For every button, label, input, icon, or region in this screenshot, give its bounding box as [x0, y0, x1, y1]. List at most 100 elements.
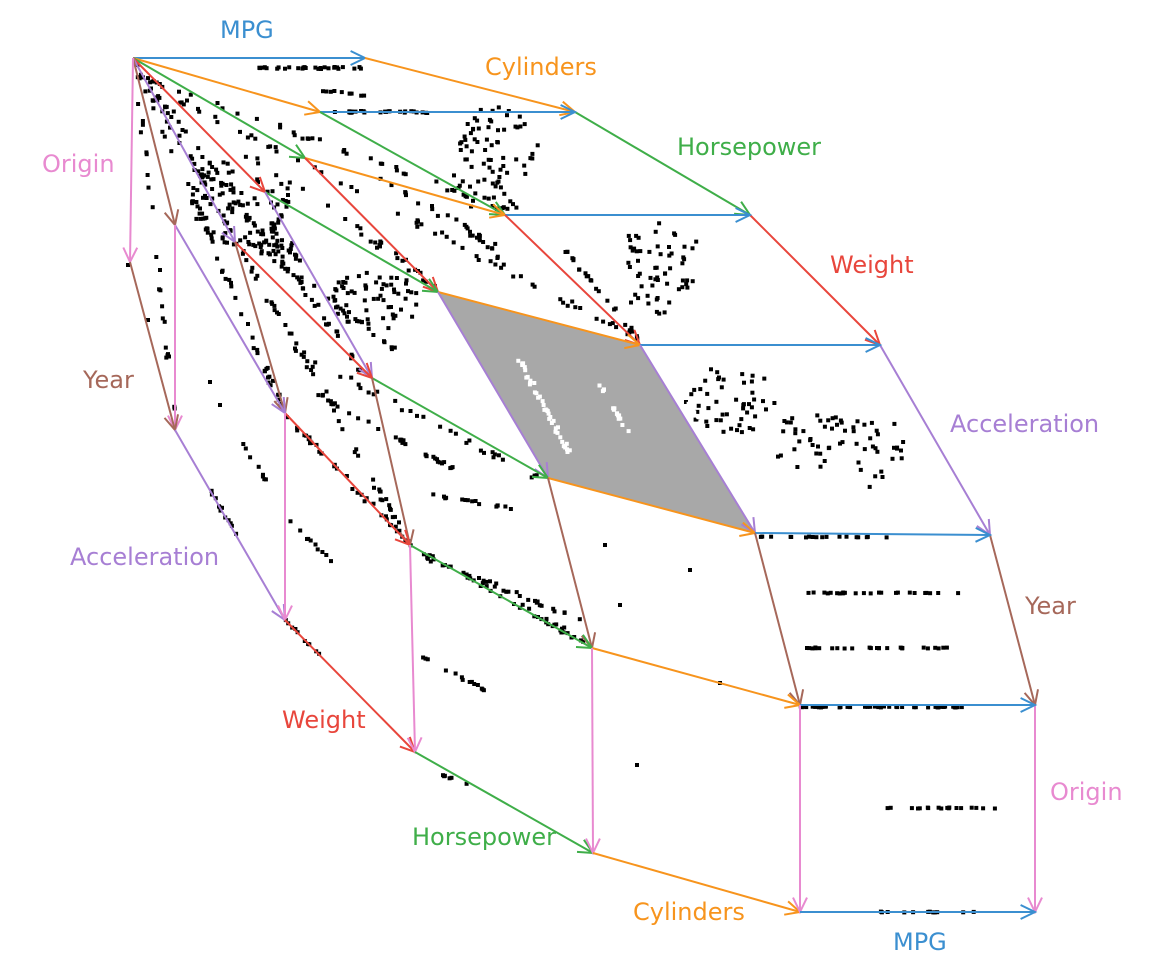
data-point	[415, 224, 420, 229]
data-point	[745, 410, 750, 415]
data-point	[264, 298, 269, 303]
data-point	[818, 464, 823, 469]
data-point	[333, 298, 338, 303]
data-point	[389, 305, 393, 309]
data-point	[358, 386, 363, 391]
data-point	[909, 806, 914, 811]
data-point	[268, 383, 273, 388]
data-point	[522, 365, 527, 370]
data-point	[249, 133, 254, 138]
data-point	[523, 368, 528, 373]
data-point	[477, 232, 481, 237]
data-point	[205, 226, 210, 231]
data-point	[514, 157, 519, 162]
data-point	[607, 322, 612, 327]
data-point	[837, 534, 842, 539]
data-point	[693, 417, 698, 422]
data-point	[500, 206, 505, 211]
data-point	[395, 211, 400, 216]
data-point	[804, 705, 809, 710]
data-point	[183, 129, 188, 134]
data-point	[907, 590, 912, 595]
data-point	[275, 202, 280, 207]
data-point	[219, 180, 224, 185]
data-point	[295, 428, 300, 433]
data-point	[647, 249, 652, 254]
data-point	[500, 457, 505, 462]
data-point	[378, 244, 382, 249]
data-point	[286, 266, 291, 271]
data-point	[267, 242, 272, 247]
data-point	[233, 201, 238, 206]
data-point	[448, 564, 453, 569]
data-point	[296, 277, 301, 282]
data-point	[721, 429, 726, 434]
data-point	[830, 426, 834, 431]
data-point	[600, 389, 605, 394]
data-point	[471, 198, 475, 203]
data-point	[956, 591, 961, 596]
data-point	[185, 98, 189, 103]
data-point	[676, 287, 681, 292]
data-point	[974, 805, 979, 810]
data-point	[628, 245, 633, 250]
data-point	[810, 646, 815, 651]
data-point	[350, 487, 355, 491]
data-point	[719, 385, 724, 390]
data-point	[672, 231, 677, 236]
data-point	[892, 421, 897, 426]
data-point	[490, 108, 495, 113]
data-point	[431, 492, 436, 497]
data-point	[868, 436, 873, 441]
data-point	[486, 196, 491, 201]
data-point	[257, 241, 262, 246]
data-point	[418, 270, 423, 275]
data-point	[879, 590, 884, 595]
data-point	[336, 419, 341, 424]
data-point	[637, 271, 642, 276]
data-point	[300, 286, 305, 291]
data-point	[501, 164, 506, 168]
axis-label-mpg-bottom: MPG	[893, 928, 947, 956]
data-point	[511, 274, 516, 279]
data-point	[434, 179, 439, 184]
data-point	[830, 646, 835, 651]
data-point	[249, 269, 254, 274]
data-point	[279, 181, 284, 186]
data-point	[477, 238, 482, 243]
data-point	[815, 413, 820, 418]
data-point	[349, 185, 354, 189]
data-point	[822, 590, 827, 595]
data-point	[146, 76, 150, 81]
data-point	[472, 682, 477, 686]
data-point	[207, 161, 212, 166]
data-point	[862, 447, 867, 452]
data-point	[627, 265, 632, 269]
data-point	[634, 233, 639, 238]
data-point	[448, 466, 453, 471]
data-point	[469, 164, 474, 169]
data-point	[483, 148, 488, 152]
data-point	[352, 450, 357, 455]
data-point	[477, 502, 482, 507]
data-point	[571, 257, 576, 262]
data-point	[143, 89, 148, 94]
data-point	[344, 474, 349, 478]
data-point	[328, 399, 333, 404]
data-point	[808, 438, 813, 443]
data-point	[696, 415, 701, 420]
data-point	[162, 134, 167, 139]
data-point	[240, 203, 245, 208]
data-point	[594, 316, 599, 321]
data-point	[230, 210, 235, 215]
data-point	[620, 423, 625, 427]
data-point	[271, 378, 275, 383]
data-point	[389, 183, 394, 188]
data-point	[444, 495, 449, 500]
data-point	[164, 119, 169, 124]
data-point	[331, 294, 336, 299]
data-point	[220, 268, 225, 273]
data-point	[470, 499, 475, 504]
data-point	[465, 226, 470, 231]
